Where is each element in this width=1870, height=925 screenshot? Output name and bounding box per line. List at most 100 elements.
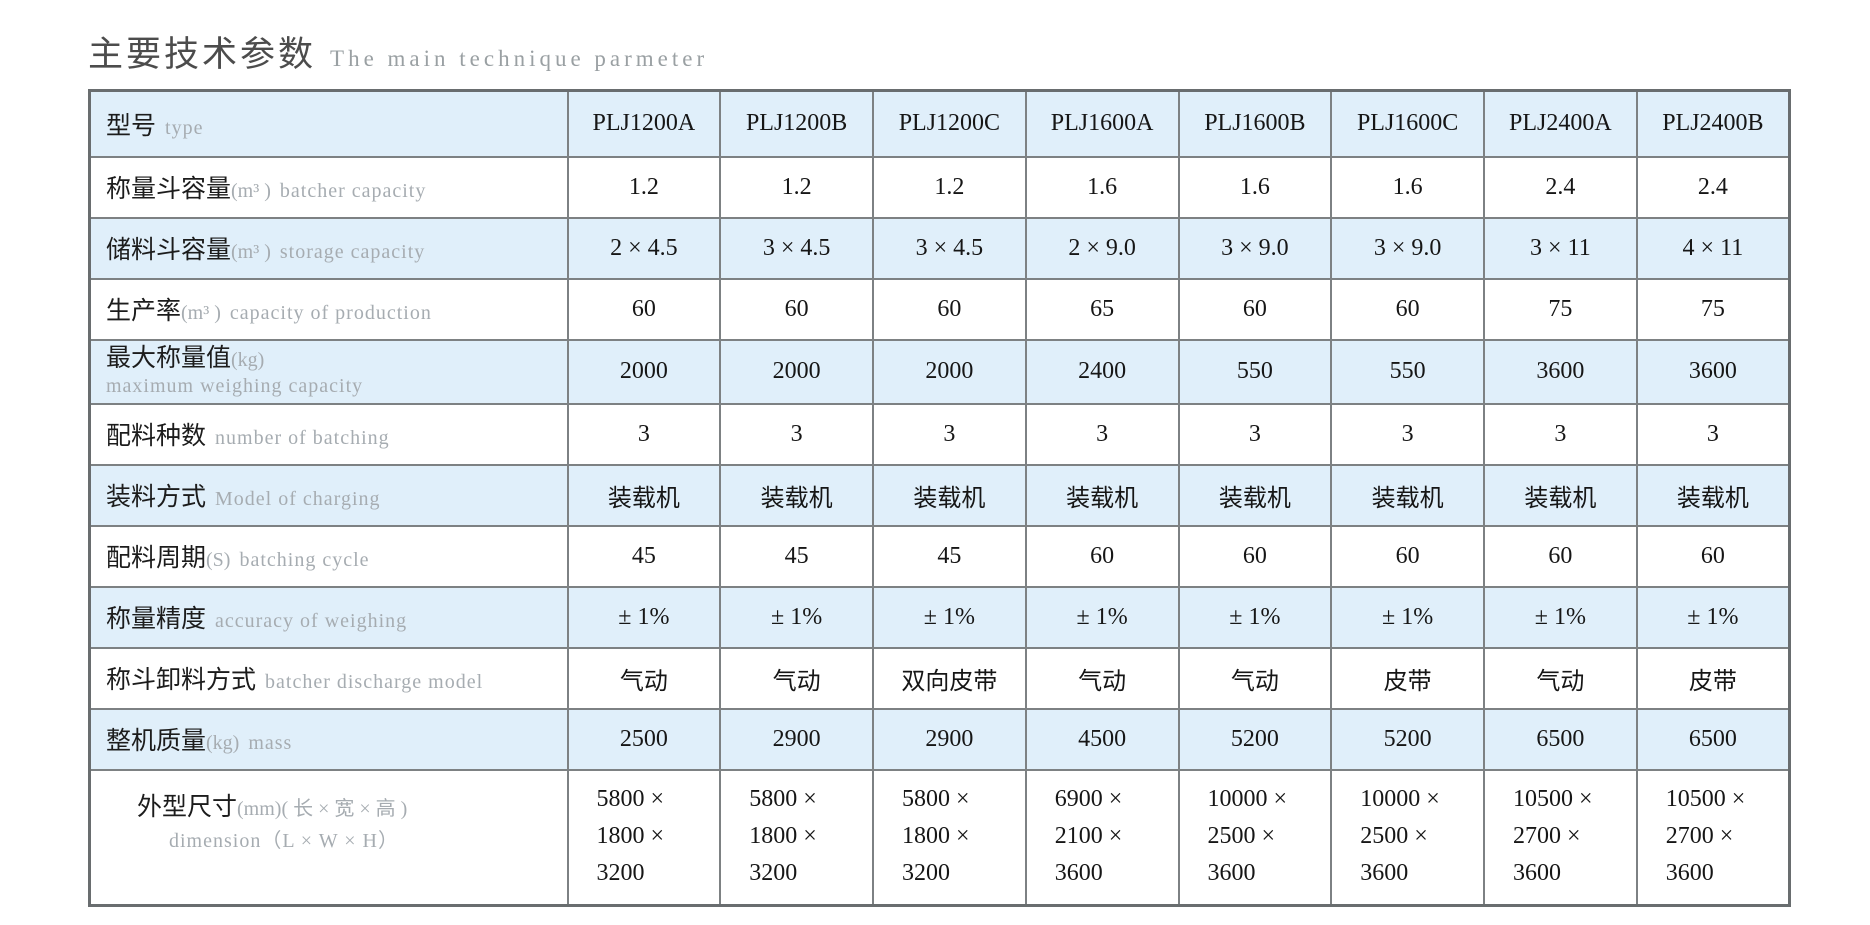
spec-row-batching-number: 配料种数 number of batching 3 3 3 3 3 3 3 3 xyxy=(88,402,1791,466)
spec-row-max-weighing: 最大称量值(kg) maximum weighing capacity 2000 … xyxy=(88,338,1791,405)
spec-row-label: 称斗卸料方式 batcher discharge model xyxy=(88,646,569,710)
spec-value-cell: 75 xyxy=(1483,277,1638,341)
model-header-cell: PLJ1600C xyxy=(1330,89,1485,158)
spec-label-en: batcher capacity xyxy=(279,180,427,202)
spec-value-cell: 2500 xyxy=(566,707,722,771)
spec-label-zh: 配料周期 xyxy=(106,545,207,572)
model-label-en: type xyxy=(165,116,204,139)
spec-value-cell: 双向皮带 xyxy=(872,646,1027,710)
spec-row-discharge-model: 称斗卸料方式 batcher discharge model 气动 气动 双向皮带… xyxy=(88,646,1791,710)
spec-row-mass: 整机质量(kg) mass 2500 2900 2900 4500 5200 52… xyxy=(88,707,1791,771)
spec-label-zh: 称量精度 xyxy=(106,606,207,633)
model-header-cell: PLJ1200C xyxy=(872,89,1027,158)
spec-value-cell: 装载机 xyxy=(1024,463,1180,527)
spec-value-cell: 60 xyxy=(566,277,722,341)
model-label-zh: 型号 xyxy=(106,112,157,140)
spec-label-en: accuracy of weighing xyxy=(215,610,408,632)
model-header-cell: PLJ1600A xyxy=(1024,89,1180,158)
spec-value-cell: 2000 xyxy=(566,338,722,405)
spec-value-cell: 2900 xyxy=(719,707,874,771)
spec-row-label: 储料斗容量(m³ ) storage capacity xyxy=(88,216,569,280)
spec-value-cell: 1.2 xyxy=(719,155,874,219)
spec-value-cell: 3 xyxy=(1024,402,1180,466)
spec-value-cell: ± 1% xyxy=(1635,585,1791,649)
spec-value-cell: 气动 xyxy=(1177,646,1333,710)
spec-value-cell: ± 1% xyxy=(1330,585,1485,649)
spec-label-en: mass xyxy=(248,732,293,754)
spec-row-label: 外型尺寸(mm)( 长 × 宽 × 高 ) dimension（L × W × H… xyxy=(88,768,569,907)
spec-value-cell: 气动 xyxy=(566,646,722,710)
spec-value-cell: 65 xyxy=(1024,277,1180,341)
spec-label-zh: 生产率 xyxy=(106,298,182,325)
spec-label-zh: 储料斗容量 xyxy=(106,237,232,264)
spec-value-cell: 2.4 xyxy=(1483,155,1638,219)
spec-value-cell: 5800 × 1800 × 3200 xyxy=(566,768,722,907)
spec-row-label: 整机质量(kg) mass xyxy=(88,707,569,771)
spec-value-cell: 10000 × 2500 × 3600 xyxy=(1330,768,1485,907)
spec-value-cell: 60 xyxy=(1330,524,1485,588)
spec-value-cell: 60 xyxy=(1635,524,1791,588)
spec-value-cell: 3 xyxy=(1330,402,1485,466)
spec-value-cell: 1.6 xyxy=(1024,155,1180,219)
spec-value-cell: 装载机 xyxy=(1177,463,1333,527)
spec-value-cell: 60 xyxy=(1177,524,1333,588)
spec-row-dimension: 外型尺寸(mm)( 长 × 宽 × 高 ) dimension（L × W × H… xyxy=(88,768,1791,907)
spec-label-en: capacity of production xyxy=(229,302,432,324)
spec-label-en: batching cycle xyxy=(239,549,370,571)
spec-value-cell: 60 xyxy=(1483,524,1638,588)
spec-row-label: 称量斗容量(m³ ) batcher capacity xyxy=(88,155,569,219)
spec-row-label: 最大称量值(kg) maximum weighing capacity xyxy=(88,338,569,405)
spec-label-zh: 外型尺寸 xyxy=(137,793,238,821)
spec-value-cell: 气动 xyxy=(1024,646,1180,710)
spec-value-cell: 装载机 xyxy=(719,463,874,527)
spec-value-cell: 2000 xyxy=(719,338,874,405)
model-header-cell: PLJ1200A xyxy=(566,89,722,158)
spec-label-en: number of batching xyxy=(215,427,390,449)
spec-value-cell: 气动 xyxy=(719,646,874,710)
spec-value-cell: 3600 xyxy=(1483,338,1638,405)
spec-label-en: Model of charging xyxy=(215,488,381,510)
spec-value-cell: 6500 xyxy=(1483,707,1638,771)
spec-value-cell: 装载机 xyxy=(1330,463,1485,527)
spec-value-cell: 10500 × 2700 × 3600 xyxy=(1635,768,1791,907)
spec-value-cell: 45 xyxy=(719,524,874,588)
spec-row-label: 配料周期(S) batching cycle xyxy=(88,524,569,588)
section-title: 主要技术参数 The main technique parmeter xyxy=(88,26,1870,77)
spec-label-unit: (kg) xyxy=(231,349,265,372)
spec-label-unit: (S) xyxy=(206,549,231,571)
spec-value-cell: 6500 xyxy=(1635,707,1791,771)
spec-value-cell: 60 xyxy=(719,277,874,341)
spec-label-zh: 称斗卸料方式 xyxy=(106,667,257,694)
spec-value-cell: 550 xyxy=(1177,338,1333,405)
spec-row-batching-cycle: 配料周期(S) batching cycle 45 45 45 60 60 60 … xyxy=(88,524,1791,588)
spec-value-cell: ± 1% xyxy=(872,585,1027,649)
spec-value-cell: 10000 × 2500 × 3600 xyxy=(1177,768,1333,907)
spec-value-cell: 1.6 xyxy=(1177,155,1333,219)
spec-row-label: 生产率(m³ ) capacity of production xyxy=(88,277,569,341)
spec-value-cell: 3 × 9.0 xyxy=(1330,216,1485,280)
spec-value-cell: 皮带 xyxy=(1635,646,1791,710)
spec-value-cell: 1.6 xyxy=(1330,155,1485,219)
section-title-zh: 主要技术参数 xyxy=(88,35,317,74)
spec-value-cell: 60 xyxy=(1330,277,1485,341)
spec-value-cell: 1.2 xyxy=(872,155,1027,219)
spec-label-en: dimension（L × W × H） xyxy=(169,830,399,852)
spec-label-en: storage capacity xyxy=(279,241,426,263)
spec-value-cell: 5200 xyxy=(1177,707,1333,771)
spec-value-cell: 2900 xyxy=(872,707,1027,771)
spec-value-cell: 4 × 11 xyxy=(1635,216,1791,280)
spec-value-cell: 装载机 xyxy=(566,463,722,527)
spec-value-cell: 装载机 xyxy=(872,463,1027,527)
spec-value-cell: 6900 × 2100 × 3600 xyxy=(1024,768,1180,907)
spec-value-cell: 3600 xyxy=(1635,338,1791,405)
spec-label-zh: 最大称量值 xyxy=(106,345,232,373)
spec-row-storage-capacity: 储料斗容量(m³ ) storage capacity 2 × 4.5 3 × 4… xyxy=(88,216,1791,280)
spec-value-cell: 45 xyxy=(566,524,722,588)
spec-value-cell: 5200 xyxy=(1330,707,1485,771)
spec-value-cell: 75 xyxy=(1635,277,1791,341)
spec-value-cell: 60 xyxy=(872,277,1027,341)
spec-value-cell: 1.2 xyxy=(566,155,722,219)
spec-value-cell: 皮带 xyxy=(1330,646,1485,710)
spec-label-en: maximum weighing capacity xyxy=(106,374,364,397)
model-header-cell: PLJ1200B xyxy=(719,89,874,158)
